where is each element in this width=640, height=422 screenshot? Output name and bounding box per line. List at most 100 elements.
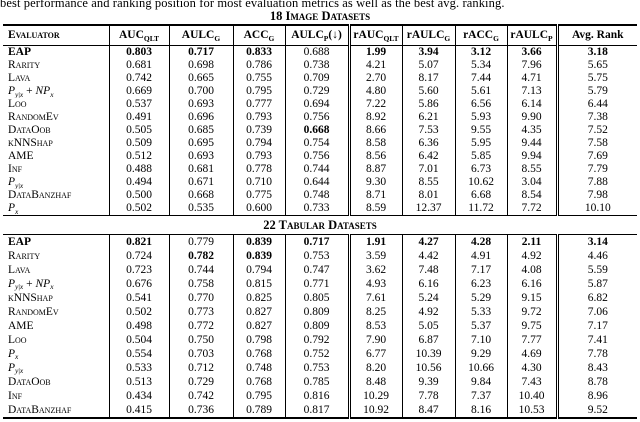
metric-value: 4.92 <box>401 305 455 319</box>
metric-value: 10.66 <box>454 361 507 375</box>
table-row: AME 0.512 0.693 0.793 0.756 8.56 6.42 5.85 9.94 7… <box>3 150 637 163</box>
column-header: Avg. Rank <box>555 24 637 46</box>
metric-value: 0.700 <box>168 85 233 98</box>
metric-value: 8.53 <box>347 319 402 333</box>
metric-value: 0.794 <box>232 263 285 277</box>
metric-value: 0.839 <box>232 249 285 263</box>
table-row: Px 0.554 0.703 0.768 0.752 6.77 10.39 9.29 4.69 7… <box>3 347 637 361</box>
metric-value: 7.41 <box>555 333 637 347</box>
metric-value: 0.494 <box>108 176 169 189</box>
evaluator-name: EAP <box>8 235 31 248</box>
column-header: AULCG <box>168 24 233 46</box>
evaluator-name: Rarity <box>8 249 41 262</box>
metric-value: 0.742 <box>168 389 233 403</box>
metric-value: 10.40 <box>506 389 557 403</box>
metric-value: 0.753 <box>284 361 349 375</box>
metric-value: 9.72 <box>506 305 557 319</box>
metric-value: 0.695 <box>168 137 233 150</box>
metric-value: 5.24 <box>401 291 455 305</box>
table-row: EAP 0.821 0.779 0.839 0.717 1.91 4.27 4.28 2.11 3… <box>3 234 637 249</box>
metric-value: 7.79 <box>555 163 637 176</box>
metric-value: 4.21 <box>347 59 402 72</box>
table-row: DataOob 0.505 0.685 0.739 0.668 8.66 7.53 9.55 4… <box>3 124 637 137</box>
metric-value: 6.21 <box>401 111 455 124</box>
metric-value: 7.61 <box>347 291 402 305</box>
metric-value: 8.55 <box>506 163 557 176</box>
metric-value: 0.694 <box>284 98 349 111</box>
table-row: AME 0.498 0.772 0.827 0.809 8.53 5.05 5.37 9.75 7… <box>3 319 637 333</box>
metric-value: 5.79 <box>555 85 637 98</box>
metric-value: 7.98 <box>555 189 637 202</box>
metric-value: 0.512 <box>108 150 169 163</box>
metric-value: 6.77 <box>347 347 402 361</box>
table-row: Py|x 0.494 0.671 0.710 0.644 9.30 8.55 10.62 3.0… <box>3 176 637 189</box>
metric-value: 0.793 <box>232 111 285 124</box>
metric-value: 10.56 <box>401 361 455 375</box>
metric-value: 7.53 <box>401 124 455 137</box>
metric-value: 7.78 <box>555 347 637 361</box>
metric-value: 0.717 <box>284 234 349 249</box>
metric-value: 0.772 <box>168 319 233 333</box>
evaluator-name: kNNShap <box>8 137 53 149</box>
metric-value: 0.669 <box>108 85 169 98</box>
metric-value: 0.685 <box>168 124 233 137</box>
table-row: DataBanzhaf 0.415 0.736 0.789 0.817 10.92 8.47… <box>3 403 637 418</box>
table-row: Lava 0.723 0.744 0.794 0.747 3.62 7.48 7.17 4.08… <box>3 263 637 277</box>
metric-value: 3.18 <box>555 45 637 59</box>
metric-value: 5.34 <box>454 59 507 72</box>
metric-value: 4.42 <box>401 249 455 263</box>
table-row: Inf 0.434 0.742 0.795 0.816 10.29 7.78 7.37 10.4… <box>3 389 637 403</box>
metric-value: 7.96 <box>506 59 557 72</box>
metric-value: 0.815 <box>232 277 285 291</box>
metric-value: 9.52 <box>555 403 637 418</box>
metric-value: 4.30 <box>506 361 557 375</box>
metric-value: 7.77 <box>506 333 557 347</box>
results-table: Evaluator AUCQLT AULCG ACCG AULCP(↓) rAUCQLT r… <box>3 24 637 420</box>
metric-value: 4.28 <box>454 234 507 249</box>
metric-value: 0.434 <box>108 389 169 403</box>
metric-value: 4.93 <box>347 277 402 291</box>
metric-value: 5.95 <box>454 137 507 150</box>
metric-value: 8.54 <box>506 189 557 202</box>
metric-value: 9.55 <box>454 124 507 137</box>
metric-value: 5.86 <box>401 98 455 111</box>
metric-value: 0.681 <box>168 163 233 176</box>
column-header: rAUCQLT <box>347 24 402 46</box>
metric-value: 0.665 <box>168 72 233 85</box>
metric-value: 0.754 <box>284 137 349 150</box>
metric-value: 6.16 <box>401 277 455 291</box>
bottom-rule-cell <box>3 417 637 420</box>
metric-value: 5.85 <box>454 150 507 163</box>
metric-value: 0.786 <box>232 59 285 72</box>
evaluator-name: Inf <box>8 389 23 402</box>
metric-value: 0.729 <box>168 375 233 389</box>
evaluator-name: Py|x + NPx <box>8 277 54 292</box>
table-row: Inf 0.488 0.681 0.778 0.744 8.87 7.01 6.73 8.55 7… <box>3 163 637 176</box>
metric-value: 3.14 <box>555 234 637 249</box>
metric-value: 0.698 <box>168 59 233 72</box>
metric-value: 0.748 <box>232 361 285 375</box>
metric-value: 0.513 <box>108 375 169 389</box>
metric-value: 0.833 <box>232 45 285 59</box>
metric-value: 0.733 <box>284 202 349 216</box>
metric-value: 5.61 <box>454 85 507 98</box>
metric-value: 6.68 <box>454 189 507 202</box>
metric-value: 0.753 <box>284 249 349 263</box>
metric-value: 0.505 <box>108 124 169 137</box>
metric-value: 10.53 <box>506 403 557 418</box>
metric-value: 10.39 <box>401 347 455 361</box>
metric-value: 7.88 <box>555 176 637 189</box>
table-row: DataBanzhaf 0.500 0.668 0.775 0.748 8.71 8.01 6… <box>3 189 637 202</box>
metric-value: 0.668 <box>284 124 349 137</box>
metric-value: 0.710 <box>232 176 285 189</box>
caption-clip: best performance and ranking position fo… <box>0 0 640 10</box>
metric-value: 8.78 <box>555 375 637 389</box>
metric-value: 7.17 <box>454 263 507 277</box>
metric-value: 9.44 <box>506 137 557 150</box>
metric-value: 0.809 <box>284 305 349 319</box>
table-row: EAP 0.803 0.717 0.833 0.688 1.99 3.94 3.12 3.66 3… <box>3 45 637 59</box>
table-row: Rarity 0.724 0.782 0.839 0.753 3.59 4.42 4.91 4.… <box>3 249 637 263</box>
metric-value: 7.06 <box>555 305 637 319</box>
metric-value: 7.90 <box>347 333 402 347</box>
